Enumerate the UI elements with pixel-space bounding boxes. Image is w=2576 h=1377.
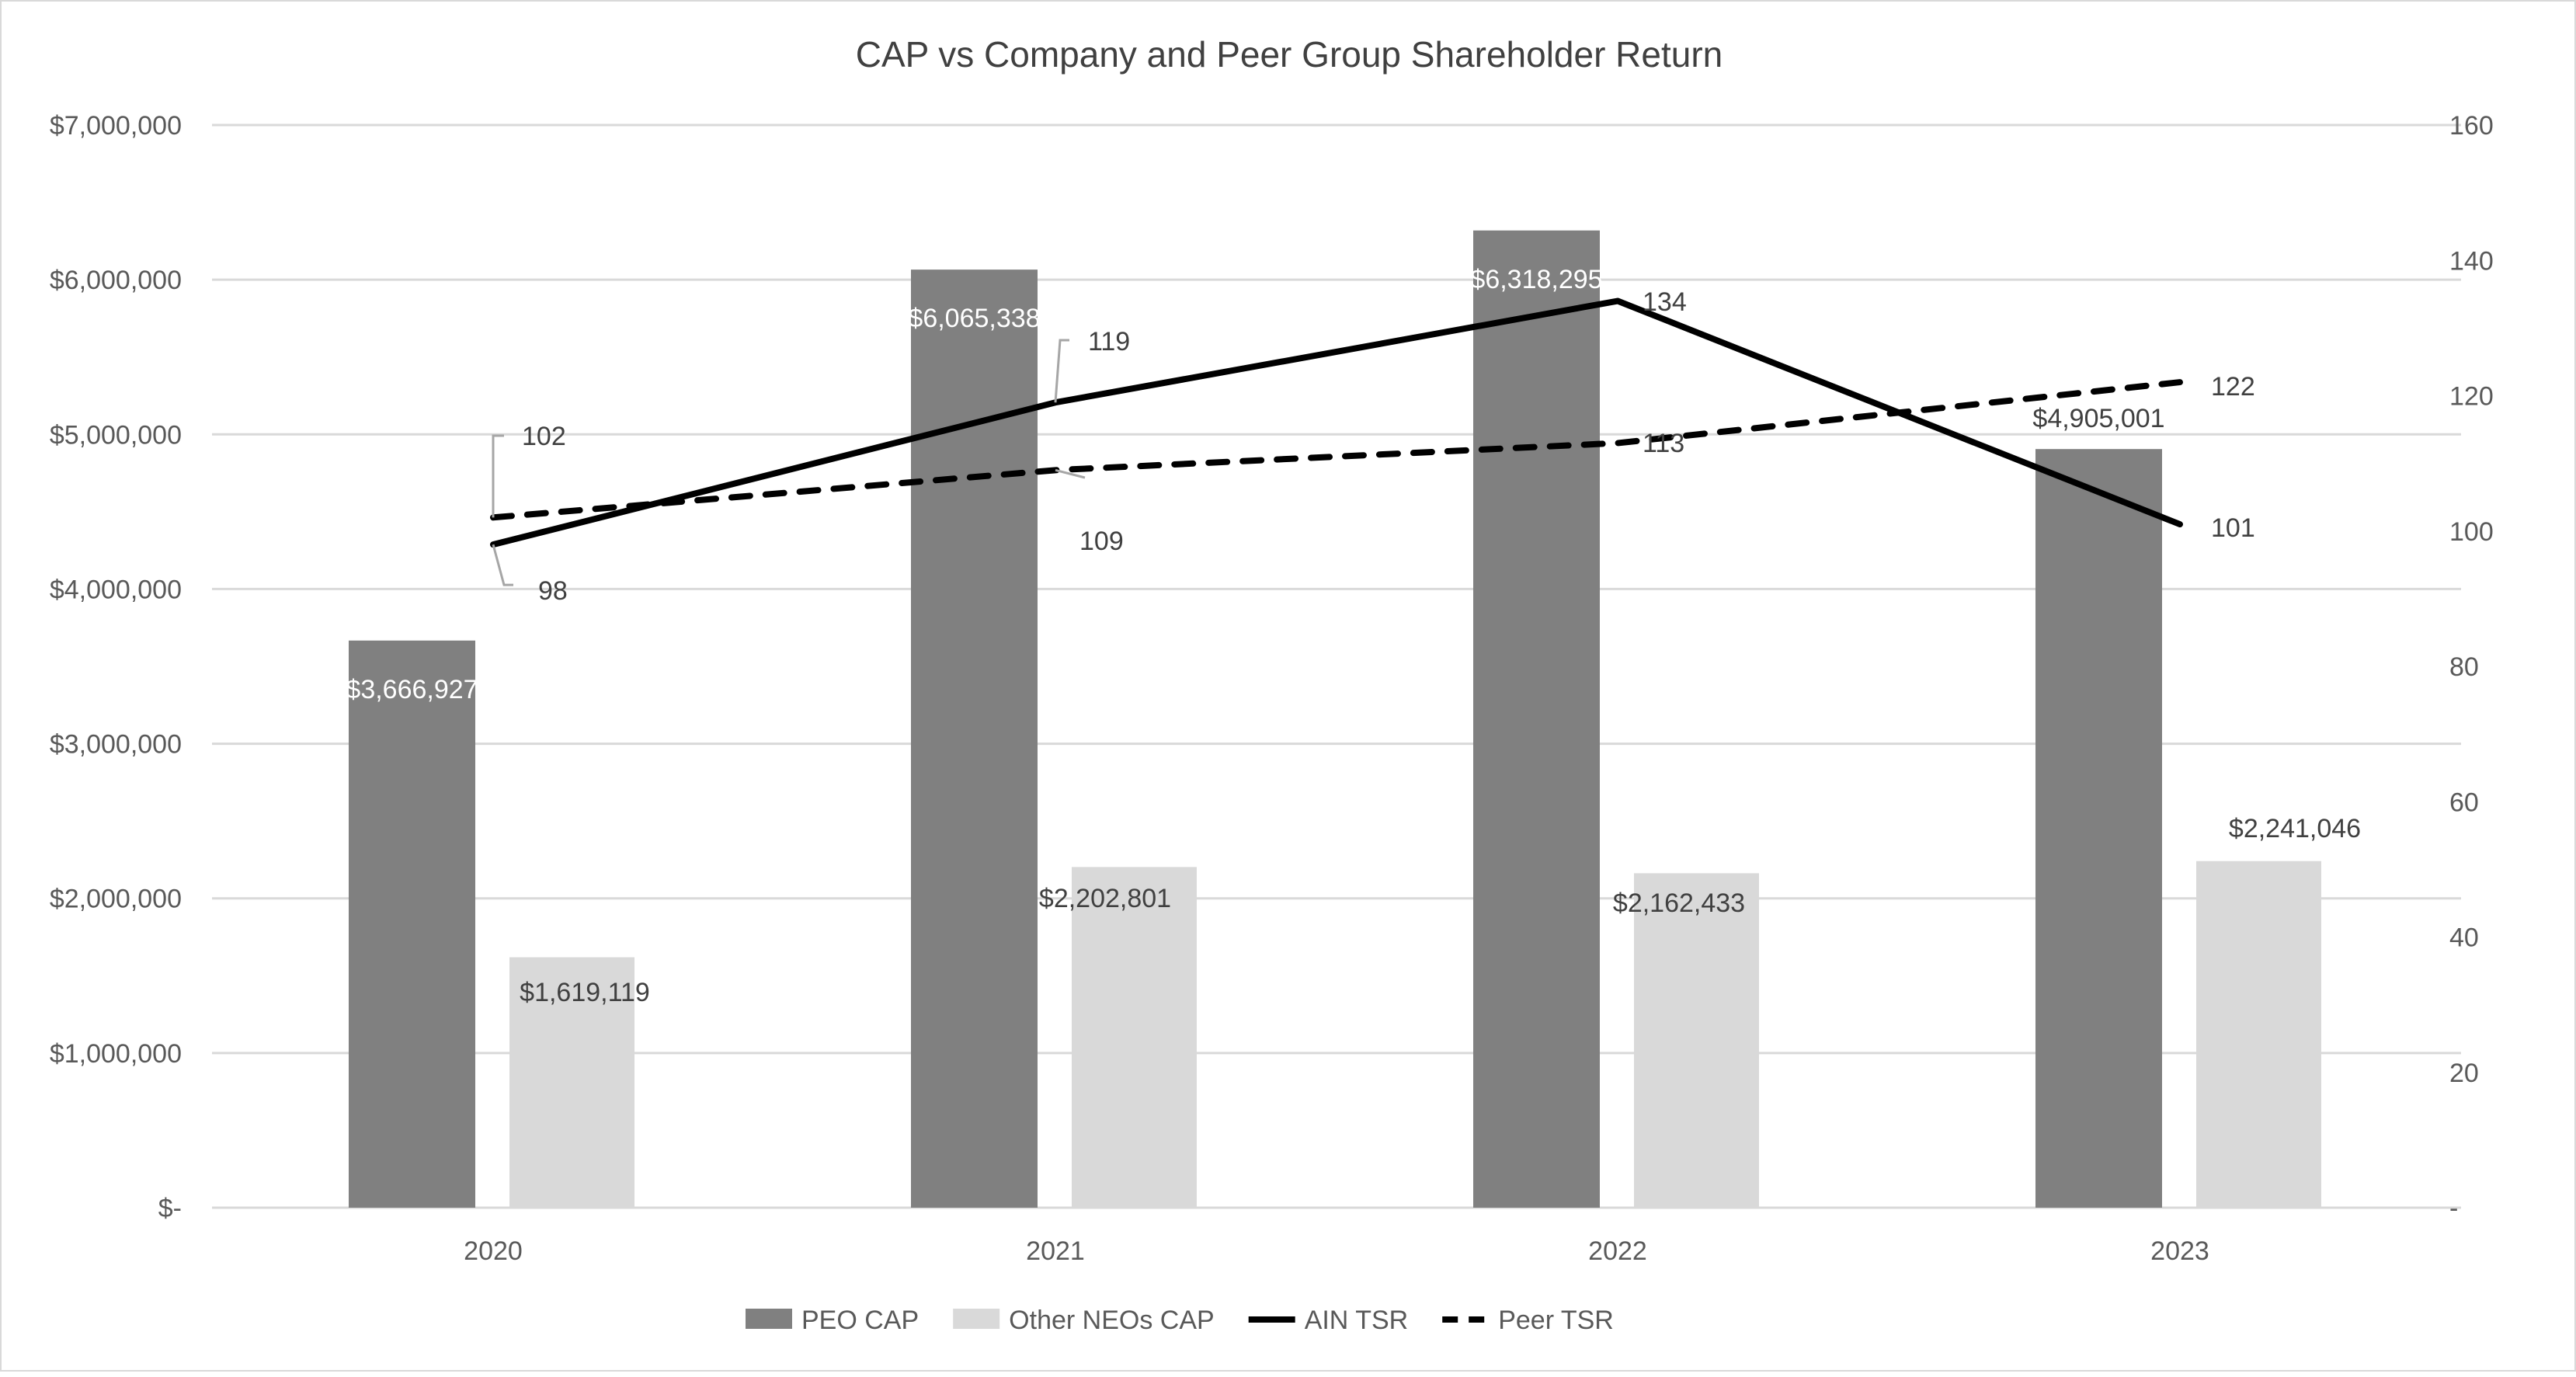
y-right-tick-label: 20 <box>2449 1059 2479 1088</box>
y-right-tick-label: 140 <box>2449 246 2494 276</box>
line-ain-tsr <box>490 297 2183 548</box>
bar-peo-cap <box>2035 449 2162 1208</box>
line-data-label: 119 <box>1088 327 1130 356</box>
y-left-tick-label: $6,000,000 <box>50 266 182 295</box>
bar-data-label: $2,162,433 <box>1613 888 1745 918</box>
line-data-label: 113 <box>1643 429 1684 458</box>
legend-label: PEO CAP <box>801 1306 919 1335</box>
bar-data-label: $2,202,801 <box>1039 884 1171 913</box>
legend-label: AIN TSR <box>1305 1306 1409 1335</box>
y-right-tick-label: 60 <box>2449 788 2479 817</box>
bar-peo-cap <box>349 640 475 1208</box>
y-left-tick-label: $1,000,000 <box>50 1039 182 1069</box>
bar-data-label: $6,318,295 <box>1470 265 1602 294</box>
x-tick-label: 2021 <box>1026 1236 1085 1266</box>
line-peer-tsr <box>490 379 2183 521</box>
y-left-tick-label: $- <box>158 1194 182 1223</box>
y-left-tick-label: $3,000,000 <box>50 730 182 760</box>
leader-line <box>1054 339 1069 403</box>
x-tick-label: 2020 <box>464 1236 523 1266</box>
y-left-tick-label: $2,000,000 <box>50 885 182 914</box>
y-left-tick-label: $7,000,000 <box>50 111 182 141</box>
bar-peo-cap <box>1473 230 1600 1208</box>
leader-line <box>492 434 504 518</box>
y-left-tick-label: $4,000,000 <box>50 575 182 604</box>
legend-swatch <box>953 1309 1000 1329</box>
leader-line <box>492 544 513 586</box>
legend-label: Peer TSR <box>1498 1306 1614 1335</box>
y-right-tick-label: 40 <box>2449 923 2479 953</box>
y-left-tick-label: $5,000,000 <box>50 420 182 450</box>
legend-swatch <box>746 1309 792 1329</box>
line-data-label: 102 <box>522 422 566 451</box>
y-right-tick-label: 100 <box>2449 517 2494 547</box>
x-tick-label: 2023 <box>2150 1236 2209 1266</box>
bar-other-neos-cap <box>2196 861 2321 1208</box>
y-right-tick-label: 80 <box>2449 652 2479 682</box>
bar-data-label: $6,065,338 <box>908 304 1040 333</box>
y-right-tick-label: - <box>2449 1194 2458 1223</box>
y-right-tick-label: 160 <box>2449 111 2494 141</box>
bar-other-neos-cap <box>1634 873 1759 1208</box>
bar-data-label: $1,619,119 <box>520 978 650 1007</box>
bar-data-label: $3,666,927 <box>346 675 478 704</box>
line-data-label: 134 <box>1643 287 1687 317</box>
chart-title: CAP vs Company and Peer Group Shareholde… <box>856 34 1723 75</box>
leader-line <box>1055 468 1086 479</box>
legend-label: Other NEOs CAP <box>1009 1306 1215 1335</box>
bar-data-label: $2,241,046 <box>2229 814 2361 843</box>
line-data-label: 98 <box>538 576 568 606</box>
y-right-tick-label: 120 <box>2449 382 2494 412</box>
line-data-label: 101 <box>2211 513 2255 543</box>
bar-other-neos-cap <box>509 957 634 1208</box>
bar-data-label: $4,905,001 <box>2032 404 2164 433</box>
x-tick-label: 2022 <box>1588 1236 1647 1266</box>
bar-other-neos-cap <box>1072 867 1197 1208</box>
line-data-label: 109 <box>1079 527 1124 556</box>
line-data-label: 122 <box>2211 372 2255 402</box>
